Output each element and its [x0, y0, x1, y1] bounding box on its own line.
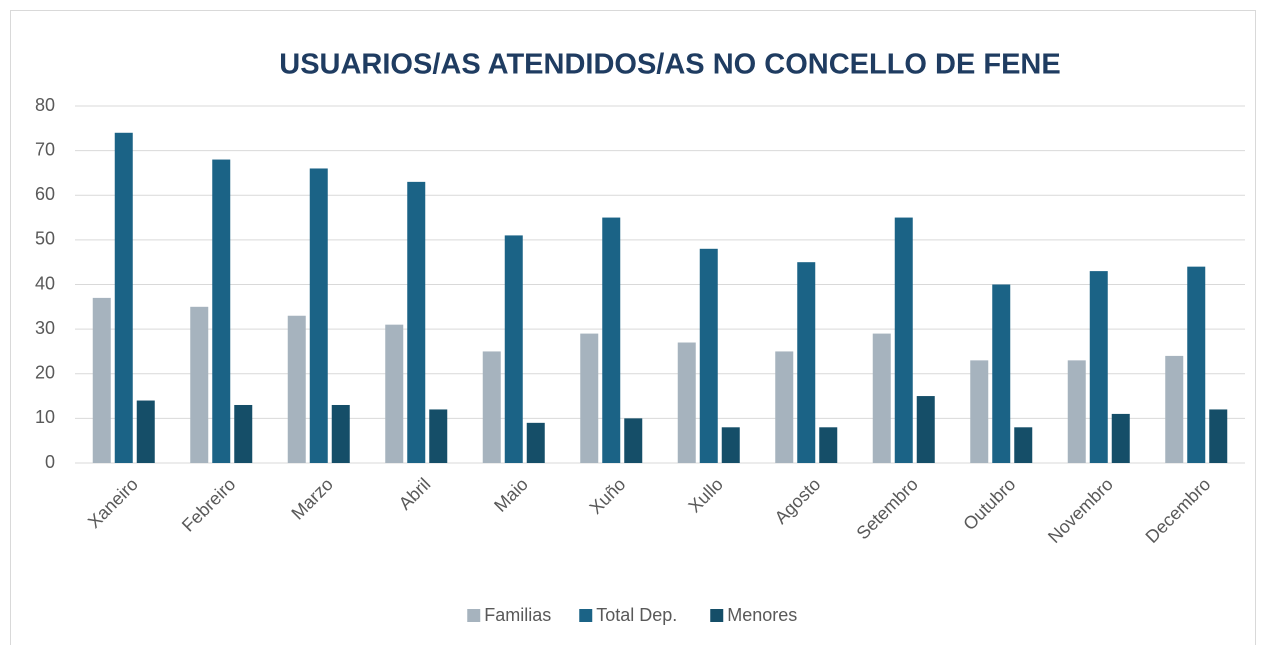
legend-swatch: [579, 609, 593, 622]
bar: [721, 427, 740, 463]
legend-label: Menores: [727, 605, 797, 625]
bar: [699, 248, 718, 463]
bar: [1209, 409, 1228, 463]
legend-label: Familias: [484, 605, 551, 625]
bar: [580, 333, 599, 463]
bar: [819, 427, 838, 463]
y-tick-label: 30: [35, 318, 55, 338]
bar: [114, 132, 133, 463]
y-tick-label: 40: [35, 273, 55, 293]
y-tick-label: 10: [35, 407, 55, 427]
chart-title: USUARIOS/AS ATENDIDOS/AS NO CONCELLO DE …: [279, 49, 1060, 81]
bar: [1111, 413, 1130, 463]
legend-swatch: [467, 609, 481, 622]
legend-swatch: [710, 609, 724, 622]
bar: [1089, 271, 1108, 463]
y-tick-label: 60: [35, 184, 55, 204]
bar: [775, 351, 794, 463]
bar: [136, 400, 155, 463]
bar: [429, 409, 448, 463]
bar: [190, 306, 209, 463]
bar: [1067, 360, 1086, 463]
bar: [526, 422, 545, 463]
bar: [212, 159, 231, 464]
y-tick-label: 70: [35, 139, 55, 159]
bar: [504, 235, 523, 463]
y-tick-label: 20: [35, 363, 55, 383]
bar: [92, 297, 111, 463]
y-tick-label: 0: [45, 452, 55, 472]
bar: [970, 360, 989, 463]
bar: [385, 324, 404, 463]
bar: [234, 404, 253, 463]
bar: [894, 217, 913, 463]
y-tick-label: 80: [35, 95, 55, 115]
y-tick-label: 50: [35, 229, 55, 249]
bar: [309, 168, 328, 463]
legend-label: Total Dep.: [596, 605, 677, 625]
bar: [797, 262, 816, 463]
bar: [677, 342, 696, 463]
bar: [482, 351, 501, 463]
bar: [1165, 355, 1184, 463]
bar: [916, 396, 935, 463]
bar: [407, 181, 426, 464]
bar: [1014, 427, 1033, 463]
bar: [602, 217, 621, 463]
bar: [1187, 266, 1206, 463]
bar: [872, 333, 891, 463]
bar: [287, 315, 306, 463]
bar: [992, 284, 1011, 463]
bar: [331, 404, 350, 463]
bar: [624, 418, 643, 463]
